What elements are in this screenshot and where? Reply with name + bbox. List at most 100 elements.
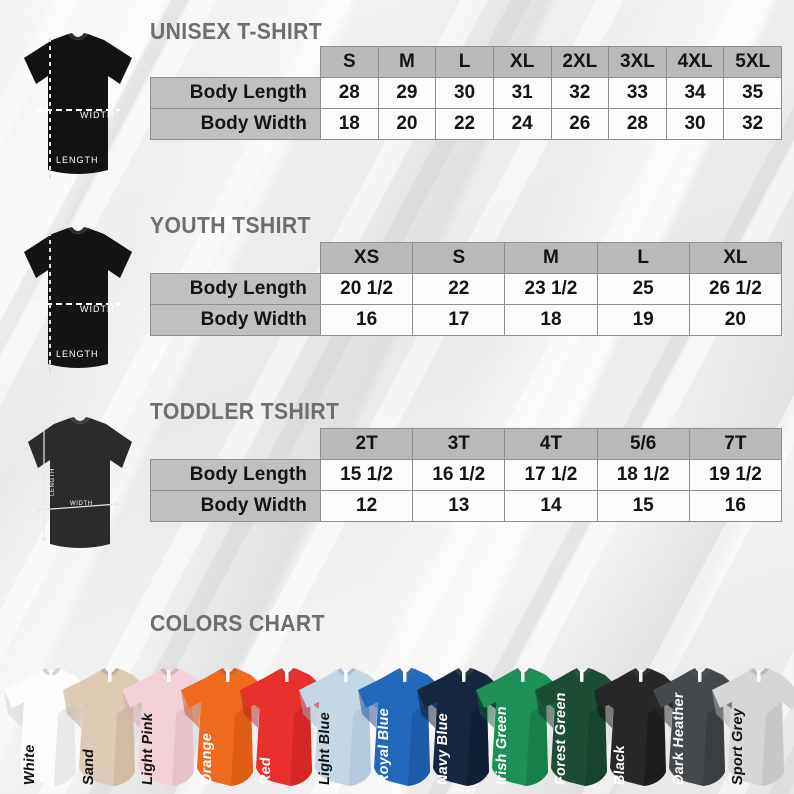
section-title-toddler: TODDLER TSHIRT — [150, 398, 340, 424]
length-label: LENGTH — [50, 468, 56, 496]
measure-cell: 13 — [412, 490, 506, 522]
swatch-shading — [172, 702, 194, 786]
table-header-row: 2T 3T 4T 5/6 7T — [151, 428, 783, 460]
measure-cell: 12 — [319, 490, 414, 522]
section-unisex: WIDTH LENGTH UNISEX T-SHIRT S M L XL 2XL… — [0, 18, 794, 208]
swatch-collar — [278, 668, 297, 676]
swatch-shading — [644, 702, 666, 786]
measure-cell: 22 — [435, 108, 494, 140]
measure-cell: 19 1/2 — [688, 459, 783, 491]
size-header-cell: XL — [492, 46, 552, 78]
measure-cell: 35 — [723, 77, 782, 109]
measure-cell: 18 — [320, 108, 379, 140]
size-header-cell: 4XL — [665, 46, 725, 78]
toddler-size-table-wrap: 2T 3T 4T 5/6 7T Body Length 15 1/2 16 1/… — [150, 428, 783, 522]
toddler-size-table: 2T 3T 4T 5/6 7T Body Length 15 1/2 16 1/… — [150, 428, 783, 522]
youth-size-table: XS S M L XL Body Length 20 1/2 22 23 1/2… — [150, 242, 783, 336]
section-colors-chart: COLORS CHART White Sand Light Pink Orange Re… — [0, 596, 794, 794]
swatch-shading — [231, 702, 253, 786]
section-title-youth: YOUTH TSHIRT — [150, 212, 311, 238]
swatch-collar — [455, 668, 474, 676]
size-header-cell: L — [596, 242, 690, 274]
table-row: Body Length 20 1/2 22 23 1/2 25 26 1/2 — [150, 273, 783, 305]
swatch-shading — [290, 702, 312, 786]
swatch-neck-tag — [49, 670, 53, 682]
swatch-collar — [750, 668, 769, 676]
swatch-sleeve-shadow — [476, 690, 496, 728]
measure-cell: 15 — [596, 490, 690, 522]
measure-cell: 17 1/2 — [504, 459, 598, 491]
row-label: Body Length — [150, 459, 321, 491]
measure-cell: 19 — [596, 304, 690, 336]
shirt-collar — [68, 33, 88, 40]
measure-cell: 33 — [608, 77, 667, 109]
swatch-shading — [113, 702, 135, 786]
table-row: Body Length 15 1/2 16 1/2 17 1/2 18 1/2 … — [150, 459, 783, 491]
swatch-neck-tag — [757, 670, 761, 682]
measure-cell: 20 — [688, 304, 783, 336]
swatch-sleeve-shadow — [122, 690, 142, 728]
swatch-sleeve-shadow — [181, 690, 201, 728]
shirt-body-shape — [24, 228, 132, 368]
swatch-neck-tag — [403, 670, 407, 682]
swatch-collar — [691, 668, 710, 676]
width-arrow-right — [115, 501, 120, 507]
size-header-cell: 2T — [319, 428, 414, 460]
swatch-collar — [101, 668, 120, 676]
section-toddler: LENGTH WIDTH TODDLER TSHIRT 2T 3T 4T 5/6… — [0, 398, 794, 588]
row-label: Body Width — [150, 304, 321, 336]
color-swatch[interactable]: Sport Grey — [706, 644, 794, 794]
measure-cell: 30 — [665, 108, 725, 140]
measure-cell: 16 1/2 — [412, 459, 506, 491]
measure-cell: 24 — [492, 108, 552, 140]
row-label: Body Width — [150, 108, 321, 140]
row-label: Body Width — [150, 490, 321, 522]
swatch-shading — [349, 702, 371, 786]
table-corner-cell — [151, 47, 321, 78]
youth-size-table-wrap: XS S M L XL Body Length 20 1/2 22 23 1/2… — [150, 242, 783, 336]
measure-cell: 32 — [723, 108, 782, 140]
table-header-row: XS S M L XL — [151, 242, 783, 274]
swatch-collar — [573, 668, 592, 676]
size-header-cell: S — [320, 46, 379, 78]
swatch-neck-tag — [639, 670, 643, 682]
measure-cell: 23 1/2 — [504, 273, 598, 305]
size-header-cell: L — [435, 46, 494, 78]
measure-cell: 32 — [550, 77, 610, 109]
table-corner-cell — [151, 243, 321, 274]
length-label: LENGTH — [56, 155, 99, 165]
swatch-neck-tag — [521, 670, 525, 682]
shirt-collar — [68, 227, 88, 234]
width-arrow-left — [36, 507, 41, 513]
swatch-sleeve-shadow — [63, 690, 83, 728]
swatch-sleeve-shadow — [653, 690, 673, 728]
measure-cell: 16 — [319, 304, 414, 336]
swatch-shading — [54, 702, 76, 786]
measure-cell: 31 — [492, 77, 552, 109]
table-row: Body Width 18 20 22 24 26 28 30 32 — [150, 108, 782, 140]
swatch-shading — [467, 702, 489, 786]
swatch-shading — [408, 702, 430, 786]
swatch-neck-tag — [698, 670, 702, 682]
swatch-shading — [762, 702, 784, 786]
swatch-collar — [632, 668, 651, 676]
swatch-neck-tag — [226, 670, 230, 682]
table-corner-cell — [151, 429, 321, 460]
swatch-shirt-svg — [712, 668, 794, 786]
size-header-cell: 4T — [504, 428, 598, 460]
swatch-sleeve-shadow — [594, 690, 614, 728]
swatch-shading — [585, 702, 607, 786]
measure-cell: 14 — [504, 490, 598, 522]
measure-cell: 22 — [412, 273, 506, 305]
size-header-cell: 5XL — [723, 46, 782, 78]
row-label: Body Length — [150, 273, 321, 305]
measure-cell: 28 — [320, 77, 379, 109]
width-label: WIDTH — [80, 110, 115, 120]
size-header-cell: M — [377, 46, 437, 78]
swatch-collar — [337, 668, 356, 676]
shirt-diagram-svg: WIDTH LENGTH — [24, 227, 132, 372]
size-header-cell: 3XL — [608, 46, 667, 78]
shirt-diagram-svg: LENGTH WIDTH — [28, 417, 132, 548]
swatch-sleeve-shadow — [358, 690, 378, 728]
